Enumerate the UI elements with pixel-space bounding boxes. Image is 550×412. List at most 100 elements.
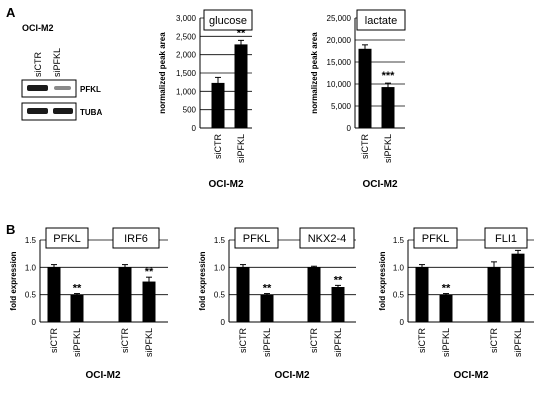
y-axis-label: fold expression xyxy=(9,251,18,310)
x-axis-label: OCI-M2 xyxy=(86,370,121,381)
y-tick-label: 1.5 xyxy=(393,236,405,245)
blot-box-pfkl xyxy=(21,79,77,98)
significance-label: ** xyxy=(73,283,82,295)
title-box xyxy=(299,227,355,249)
bar xyxy=(511,253,525,322)
bar xyxy=(331,287,345,322)
significance-label: ** xyxy=(145,266,154,278)
y-tick-label: 0 xyxy=(221,318,226,327)
significance-label: ** xyxy=(237,27,246,39)
category-label: siCTR xyxy=(49,328,59,353)
panel-letter-b: B xyxy=(6,222,15,237)
y-tick-label: 1.5 xyxy=(25,236,37,245)
chart-title: lactate xyxy=(365,15,397,27)
y-tick-label: 500 xyxy=(183,106,197,115)
chart-title: FLI1 xyxy=(495,233,517,245)
nkx2-4-chart: 0 0.5 1.0 1.5 siCTR ** siPFKL siCTR ** siPFKL fold… xyxy=(198,227,356,381)
bar xyxy=(142,281,156,322)
y-axis-label: normalized peak area xyxy=(158,32,167,114)
y-tick-label: 1.5 xyxy=(214,236,226,245)
blot-band-tuba-sictr xyxy=(27,108,48,114)
bar xyxy=(211,82,225,128)
category-label: siPFKL xyxy=(262,328,272,357)
y-tick-label: 0.5 xyxy=(214,291,226,300)
category-label: siPFKL xyxy=(144,328,154,357)
y-tick-label: 20,000 xyxy=(327,36,352,45)
bar xyxy=(415,267,429,322)
y-axis-label: normalized peak area xyxy=(310,32,319,114)
category-label: siCTR xyxy=(360,134,370,159)
blot-lane-label-2: siPFKL xyxy=(52,48,62,77)
western-blot: OCI-M2 siCTR siPFKL PFKL TUBA xyxy=(21,23,102,121)
category-label: siCTR xyxy=(213,134,223,159)
chart-title: PFKL xyxy=(422,233,450,245)
lactate-chart: 0 5,000 10,000 15,000 20,000 25,000 siCTR *** si… xyxy=(310,9,406,190)
significance-label: ** xyxy=(334,274,343,286)
bar xyxy=(381,87,395,128)
category-label: siPFKL xyxy=(441,328,451,357)
y-tick-label: 1.0 xyxy=(393,263,405,272)
x-axis-label: OCI-M2 xyxy=(209,179,244,190)
y-tick-label: 0 xyxy=(32,318,37,327)
significance-label: *** xyxy=(382,70,396,82)
category-label: siCTR xyxy=(309,328,319,353)
title-box xyxy=(234,227,279,249)
x-axis-label: OCI-M2 xyxy=(454,370,489,381)
title-box xyxy=(112,227,160,249)
y-tick-label: 3,000 xyxy=(176,14,197,23)
blot-band-tuba-sipfkl xyxy=(53,108,73,114)
bar xyxy=(236,267,250,322)
y-tick-label: 0.5 xyxy=(25,291,37,300)
blot-row-label-tuba: TUBA xyxy=(80,108,102,117)
category-label: siCTR xyxy=(417,328,427,353)
y-tick-label: 0 xyxy=(192,124,197,133)
title-box xyxy=(413,227,458,249)
y-tick-label: 0 xyxy=(347,124,352,133)
bar xyxy=(358,48,372,128)
bar xyxy=(260,294,274,322)
y-tick-label: 1,000 xyxy=(176,87,197,96)
category-label: siPFKL xyxy=(333,328,343,357)
category-label: siPFKL xyxy=(72,328,82,357)
blot-band-pfkl-sipfkl xyxy=(54,86,71,90)
bar xyxy=(307,267,321,322)
x-axis-label: OCI-M2 xyxy=(363,179,398,190)
bar xyxy=(118,267,132,322)
y-tick-label: 0 xyxy=(400,318,405,327)
bar xyxy=(47,267,61,322)
y-tick-label: 1.0 xyxy=(214,263,226,272)
glucose-chart: 0 500 1,000 1,500 2,000 2,500 3,000 siCTR ** siPF… xyxy=(158,9,253,190)
y-axis-label: fold expression xyxy=(198,251,207,310)
irf6-chart: 0 0.5 1.0 1.5 siCTR ** siPFKL siCTR ** siPFKL fold… xyxy=(9,227,168,381)
significance-label: ** xyxy=(442,283,451,295)
bar xyxy=(234,44,248,128)
chart-title: IRF6 xyxy=(124,233,148,245)
y-tick-label: 10,000 xyxy=(327,80,352,89)
category-label: siCTR xyxy=(489,328,499,353)
bar xyxy=(439,294,453,322)
title-box xyxy=(484,227,528,249)
x-axis-label: OCI-M2 xyxy=(275,370,310,381)
chart-title: PFKL xyxy=(53,233,81,245)
category-label: siCTR xyxy=(120,328,130,353)
chart-title: glucose xyxy=(209,15,247,27)
blot-row-label-pfkl: PFKL xyxy=(80,85,101,94)
blot-cell-line: OCI-M2 xyxy=(22,23,54,33)
fli1-chart: 00.51.01.5siCTR**siPFKLsiCTR*siPFKLfold … xyxy=(378,227,534,381)
y-tick-label: 2,000 xyxy=(176,51,197,60)
y-tick-label: 2,500 xyxy=(176,32,197,41)
category-label: siPFKL xyxy=(236,134,246,163)
y-tick-label: 1,500 xyxy=(176,69,197,78)
chart-title: NKX2-4 xyxy=(308,233,347,245)
y-tick-label: 25,000 xyxy=(327,14,352,23)
category-label: siCTR xyxy=(238,328,248,353)
y-tick-label: 1.0 xyxy=(25,263,37,272)
bar xyxy=(70,294,84,322)
blot-band-pfkl-sictr xyxy=(27,85,48,91)
title-box xyxy=(203,9,253,31)
y-tick-label: 5,000 xyxy=(331,102,352,111)
title-box xyxy=(356,9,406,31)
blot-box-tuba xyxy=(21,102,77,121)
chart-title: PFKL xyxy=(243,233,271,245)
